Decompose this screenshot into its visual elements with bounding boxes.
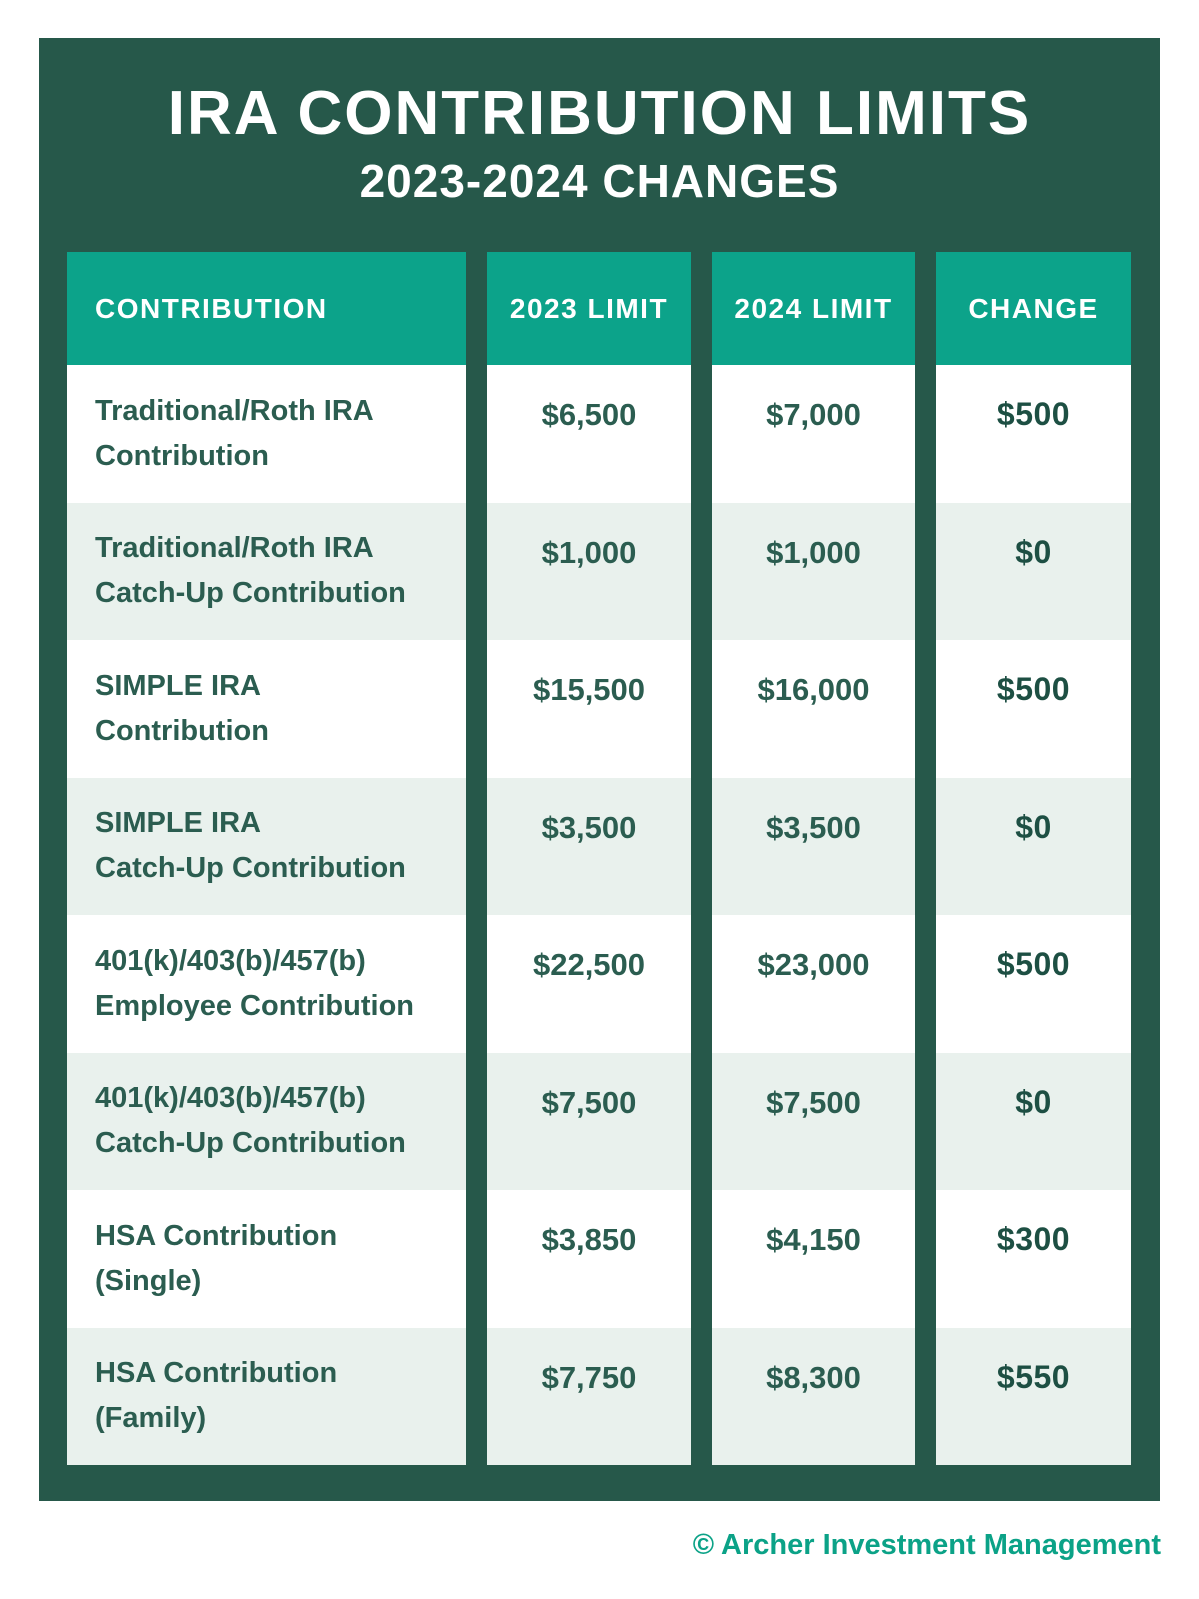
header-contribution: CONTRIBUTION bbox=[67, 252, 466, 365]
change-cell: $500 bbox=[936, 365, 1131, 503]
limit-2024-cell: $3,500 bbox=[712, 777, 915, 915]
header-2023-limit: 2023 LIMIT bbox=[487, 252, 691, 365]
change-cell: $0 bbox=[936, 1052, 1131, 1190]
limit-2023-cell: $7,500 bbox=[487, 1052, 691, 1190]
limit-2023-cell: $6,500 bbox=[487, 365, 691, 503]
change-cell: $550 bbox=[936, 1327, 1131, 1465]
row-label: SIMPLE IRA Catch-Up Contribution bbox=[67, 777, 466, 915]
row-label-line2: Catch-Up Contribution bbox=[95, 1127, 406, 1160]
row-label-line2: Contribution bbox=[95, 439, 269, 472]
row-label-line1: Traditional/Roth IRA bbox=[95, 532, 374, 565]
limit-2023-cell: $1,000 bbox=[487, 502, 691, 640]
limit-2024-cell: $1,000 bbox=[712, 502, 915, 640]
row-label-line2: Employee Contribution bbox=[95, 989, 414, 1022]
row-label: Traditional/Roth IRA Contribution bbox=[67, 365, 466, 503]
limit-2023-cell: $22,500 bbox=[487, 915, 691, 1053]
limit-2024-cell: $4,150 bbox=[712, 1190, 915, 1328]
row-label-line1: SIMPLE IRA bbox=[95, 807, 261, 840]
limit-2024-cell: $8,300 bbox=[712, 1327, 915, 1465]
row-label-line2: Catch-Up Contribution bbox=[95, 852, 406, 885]
row-label-line1: HSA Contribution bbox=[95, 1219, 338, 1252]
limit-2023-cell: $3,850 bbox=[487, 1190, 691, 1328]
change-cell: $0 bbox=[936, 777, 1131, 915]
limit-2023-cell: $7,750 bbox=[487, 1327, 691, 1465]
row-label-line2: (Family) bbox=[95, 1402, 207, 1435]
row-label: SIMPLE IRA Contribution bbox=[67, 640, 466, 778]
poster-subtitle: 2023-2024 CHANGES bbox=[359, 155, 840, 207]
limit-2024-cell: $7,500 bbox=[712, 1052, 915, 1190]
header-change: CHANGE bbox=[936, 252, 1131, 365]
contribution-table: CONTRIBUTION 2023 LIMIT 2024 LIMIT CHANG… bbox=[67, 252, 1131, 1465]
row-label-line1: HSA Contribution bbox=[95, 1357, 338, 1390]
limit-2023-cell: $3,500 bbox=[487, 777, 691, 915]
limit-2024-cell: $7,000 bbox=[712, 365, 915, 503]
row-label: 401(k)/403(b)/457(b) Catch-Up Contributi… bbox=[67, 1052, 466, 1190]
change-cell: $500 bbox=[936, 915, 1131, 1053]
row-label-line1: 401(k)/403(b)/457(b) bbox=[95, 944, 366, 977]
poster-title: IRA CONTRIBUTION LIMITS bbox=[167, 79, 1032, 148]
poster-container: IRA CONTRIBUTION LIMITS 2023-2024 CHANGE… bbox=[39, 38, 1160, 1501]
copyright-attribution: © Archer Investment Management bbox=[692, 1529, 1161, 1561]
change-cell: $0 bbox=[936, 502, 1131, 640]
row-label: HSA Contribution (Single) bbox=[67, 1190, 466, 1328]
row-label-line2: Contribution bbox=[95, 714, 269, 747]
row-label-line2: Catch-Up Contribution bbox=[95, 577, 406, 610]
row-label-line1: 401(k)/403(b)/457(b) bbox=[95, 1082, 366, 1115]
limit-2024-cell: $16,000 bbox=[712, 640, 915, 778]
row-label-line1: SIMPLE IRA bbox=[95, 669, 261, 702]
limit-2024-cell: $23,000 bbox=[712, 915, 915, 1053]
row-label-line1: Traditional/Roth IRA bbox=[95, 394, 374, 427]
change-cell: $300 bbox=[936, 1190, 1131, 1328]
row-label: Traditional/Roth IRA Catch-Up Contributi… bbox=[67, 502, 466, 640]
header-2024-limit: 2024 LIMIT bbox=[712, 252, 915, 365]
row-label: HSA Contribution (Family) bbox=[67, 1327, 466, 1465]
change-cell: $500 bbox=[936, 640, 1131, 778]
row-label-line2: (Single) bbox=[95, 1264, 202, 1297]
row-label: 401(k)/403(b)/457(b) Employee Contributi… bbox=[67, 915, 466, 1053]
limit-2023-cell: $15,500 bbox=[487, 640, 691, 778]
